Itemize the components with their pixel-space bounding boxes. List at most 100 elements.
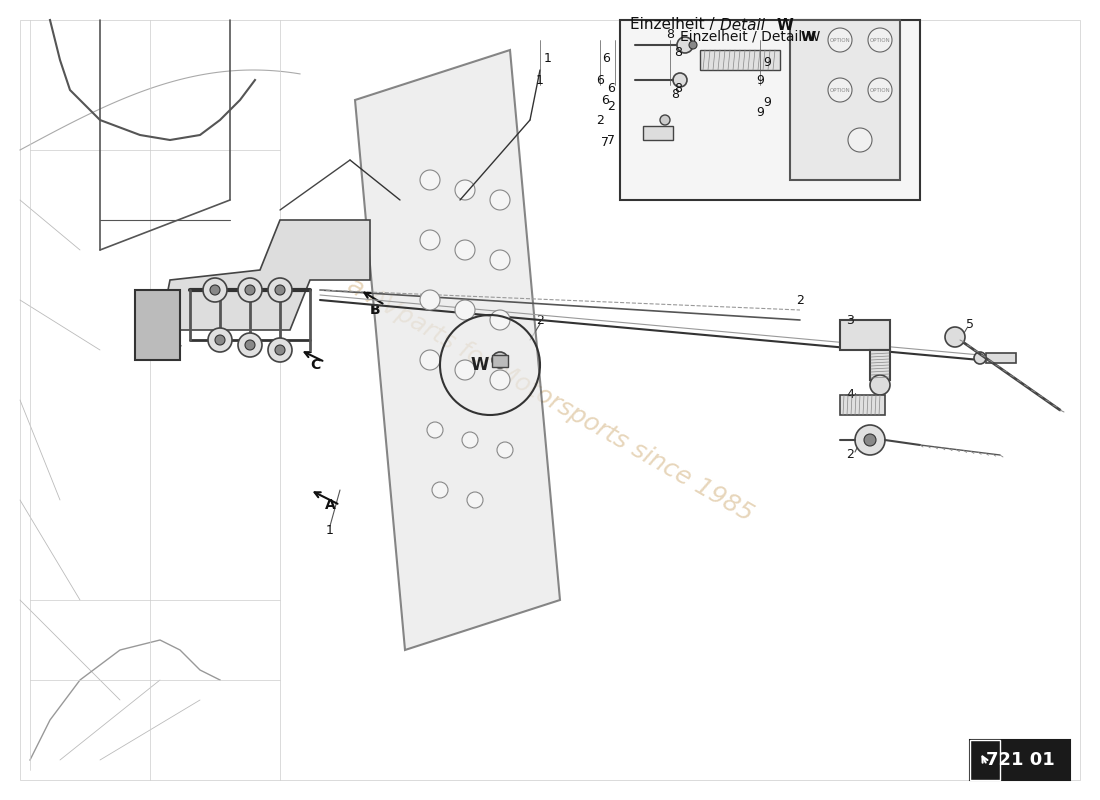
Circle shape <box>868 78 892 102</box>
Text: Detail: Detail <box>720 18 770 33</box>
Circle shape <box>420 350 440 370</box>
Circle shape <box>208 328 232 352</box>
Text: 8: 8 <box>674 82 682 94</box>
Text: 8: 8 <box>671 87 679 101</box>
Circle shape <box>214 335 225 345</box>
Text: Einzelheit / Detail W: Einzelheit / Detail W <box>680 30 821 44</box>
Circle shape <box>490 370 510 390</box>
Text: 4: 4 <box>846 389 854 402</box>
Circle shape <box>427 422 443 438</box>
Bar <box>840 320 890 350</box>
Text: 6: 6 <box>602 51 609 65</box>
Text: B: B <box>370 303 381 317</box>
Text: 2: 2 <box>846 449 854 462</box>
Bar <box>970 740 1070 780</box>
Bar <box>840 395 886 415</box>
Bar <box>135 290 180 360</box>
Text: OPTION: OPTION <box>829 87 850 93</box>
Text: 2: 2 <box>607 99 615 113</box>
Text: 9: 9 <box>756 106 763 118</box>
Circle shape <box>864 434 876 446</box>
Circle shape <box>455 240 475 260</box>
Circle shape <box>855 425 886 455</box>
Text: 7: 7 <box>607 134 615 146</box>
Circle shape <box>420 230 440 250</box>
Circle shape <box>268 278 292 302</box>
Text: A: A <box>324 498 336 512</box>
Circle shape <box>945 327 965 347</box>
Circle shape <box>204 278 227 302</box>
Bar <box>492 355 508 367</box>
Circle shape <box>455 300 475 320</box>
Circle shape <box>455 180 475 200</box>
Bar <box>790 20 900 180</box>
Circle shape <box>432 482 448 498</box>
Circle shape <box>275 285 285 295</box>
Circle shape <box>828 78 852 102</box>
Circle shape <box>245 285 255 295</box>
Text: 6: 6 <box>607 82 615 94</box>
Bar <box>620 20 920 200</box>
Circle shape <box>420 170 440 190</box>
Polygon shape <box>355 50 560 650</box>
Text: OPTION: OPTION <box>870 38 890 42</box>
Circle shape <box>676 37 693 53</box>
Circle shape <box>490 190 510 210</box>
Text: 8: 8 <box>674 46 682 59</box>
Circle shape <box>238 278 262 302</box>
Polygon shape <box>160 220 370 330</box>
Circle shape <box>497 442 513 458</box>
Circle shape <box>673 73 688 87</box>
Circle shape <box>268 338 292 362</box>
Circle shape <box>828 28 852 52</box>
Text: 721 01: 721 01 <box>986 751 1055 769</box>
Bar <box>986 353 1016 363</box>
Bar <box>700 50 780 70</box>
Circle shape <box>689 41 697 49</box>
Text: W: W <box>777 18 793 33</box>
Text: a AVparts for Motorsports since 1985: a AVparts for Motorsports since 1985 <box>343 274 757 526</box>
Text: 9: 9 <box>756 74 763 86</box>
Bar <box>970 740 1000 780</box>
Text: 2: 2 <box>536 314 543 326</box>
Text: W: W <box>471 356 490 374</box>
Circle shape <box>974 352 986 364</box>
Text: 7: 7 <box>601 135 609 149</box>
Text: Einzelheit /: Einzelheit / <box>630 18 720 33</box>
Text: 2: 2 <box>637 115 644 125</box>
Circle shape <box>868 28 892 52</box>
Text: C: C <box>310 358 320 372</box>
Text: 6: 6 <box>596 74 604 86</box>
Circle shape <box>492 352 508 368</box>
Circle shape <box>275 345 285 355</box>
Text: 7: 7 <box>637 140 644 150</box>
Text: 8: 8 <box>666 29 674 42</box>
Text: 2: 2 <box>796 294 804 306</box>
Text: D: D <box>169 343 180 357</box>
Circle shape <box>238 333 262 357</box>
Circle shape <box>420 290 440 310</box>
Text: 9: 9 <box>763 55 771 69</box>
Circle shape <box>660 115 670 125</box>
Text: 5: 5 <box>966 318 974 331</box>
Circle shape <box>210 285 220 295</box>
Text: W: W <box>801 30 815 44</box>
Circle shape <box>490 250 510 270</box>
Text: 3: 3 <box>846 314 854 326</box>
Text: 9: 9 <box>763 95 771 109</box>
Bar <box>644 126 673 140</box>
Text: 2: 2 <box>596 114 604 126</box>
Text: OPTION: OPTION <box>829 38 850 42</box>
Text: OPTION: OPTION <box>870 87 890 93</box>
Circle shape <box>870 375 890 395</box>
Text: 1: 1 <box>544 51 552 65</box>
Text: 1: 1 <box>326 523 334 537</box>
Circle shape <box>848 128 872 152</box>
Circle shape <box>245 340 255 350</box>
Bar <box>870 350 890 380</box>
Circle shape <box>468 492 483 508</box>
Circle shape <box>462 432 478 448</box>
Text: 6: 6 <box>601 94 609 106</box>
Circle shape <box>490 310 510 330</box>
Text: 1: 1 <box>536 74 543 86</box>
